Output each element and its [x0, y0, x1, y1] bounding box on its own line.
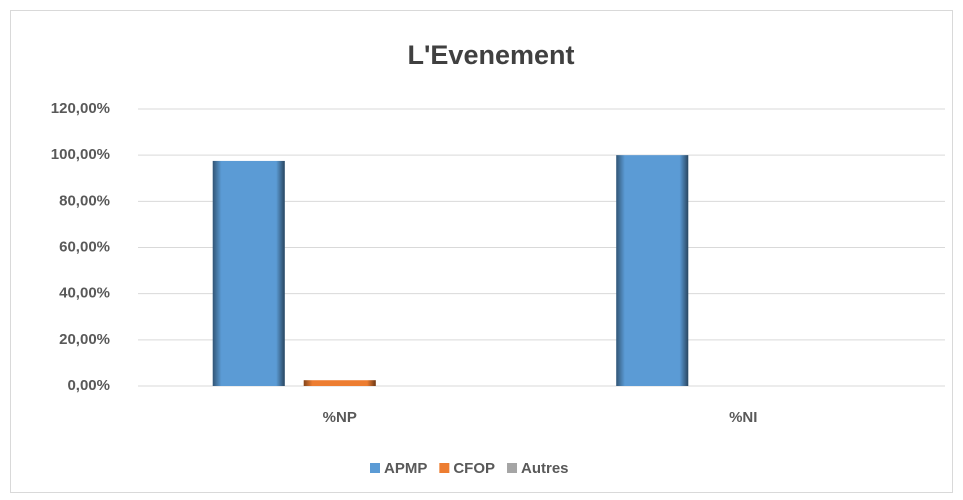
y-tick-label: 80,00%: [59, 192, 110, 209]
y-tick-label: 20,00%: [59, 331, 110, 348]
bar-shade: [616, 155, 689, 386]
x-tick-label: %NI: [729, 409, 757, 426]
legend-label: Autres: [521, 460, 569, 477]
bar-shade: [303, 380, 376, 386]
y-tick-label: 100,00%: [51, 146, 110, 163]
legend-label: CFOP: [453, 460, 495, 477]
legend-label: APMP: [384, 460, 427, 477]
y-tick-label: 0,00%: [67, 377, 110, 394]
y-tick-label: 40,00%: [59, 285, 110, 302]
y-tick-label: 60,00%: [59, 238, 110, 255]
legend-swatch: [370, 463, 380, 473]
legend-swatch: [507, 463, 518, 473]
x-tick-label: %NP: [323, 409, 357, 426]
y-tick-label: 120,00%: [51, 100, 110, 117]
chart-title: L'Evenement: [408, 40, 575, 70]
legend-swatch: [439, 463, 450, 473]
chart-border: [10, 10, 953, 493]
bar-shade: [212, 160, 285, 386]
